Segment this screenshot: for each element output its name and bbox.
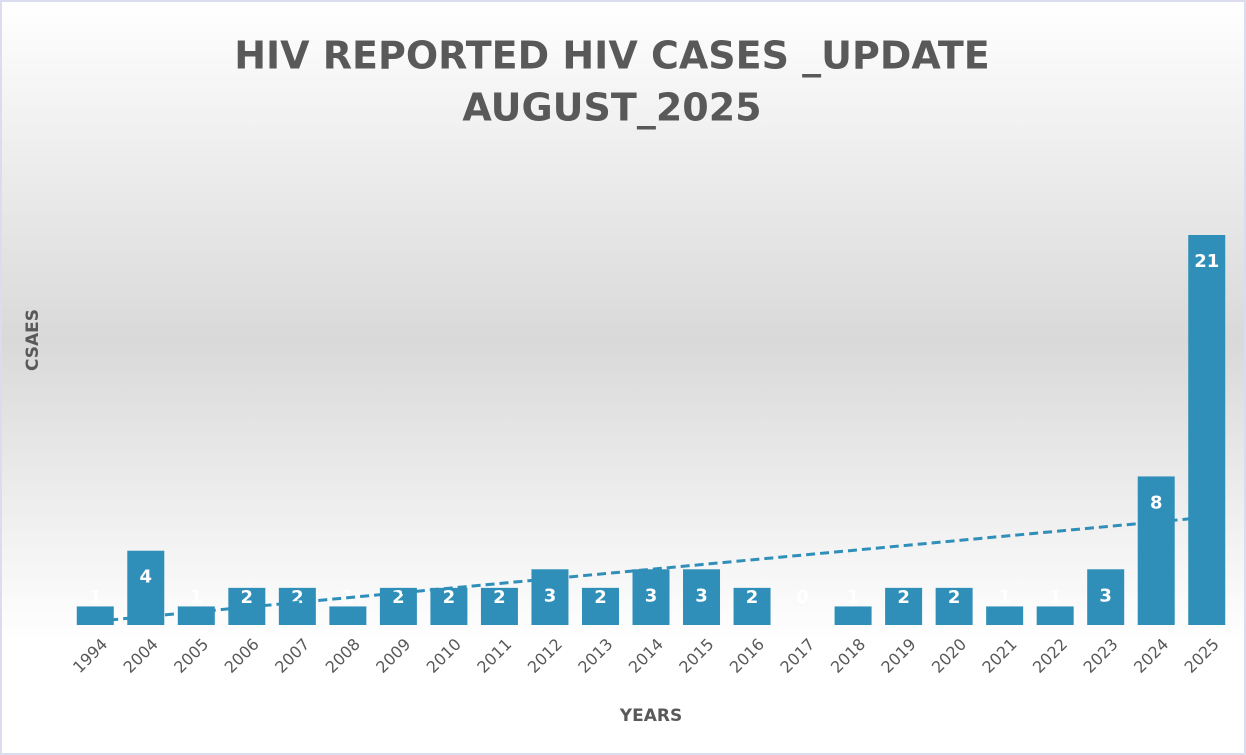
chart-title: HIV REPORTED HIV CASES _UPDATE — [234, 34, 990, 78]
x-axis-title: YEARS — [619, 706, 682, 726]
data-label: 8 — [1150, 492, 1163, 513]
data-label: 1 — [847, 587, 860, 608]
bar — [278, 587, 316, 625]
data-label: 1 — [998, 587, 1011, 608]
bar — [935, 587, 973, 625]
bar — [885, 587, 923, 625]
bar — [480, 587, 518, 625]
data-label: 21 — [1194, 251, 1219, 272]
y-axis-title: CSAES — [23, 309, 43, 371]
bar — [1137, 476, 1175, 625]
bar — [834, 606, 872, 625]
data-label: 3 — [544, 585, 557, 606]
data-label: 0 — [796, 587, 809, 608]
data-label: 4 — [140, 567, 153, 588]
data-label: 1 — [1049, 587, 1062, 608]
data-label: 3 — [1099, 585, 1112, 606]
chart-subtitle: AUGUST_2025 — [462, 86, 761, 130]
bar — [177, 606, 215, 625]
data-label: 3 — [645, 585, 658, 606]
data-label: 2 — [241, 587, 254, 608]
bar — [379, 587, 417, 625]
data-label: 2 — [746, 587, 759, 608]
bar — [430, 587, 468, 625]
data-label: 2 — [493, 587, 506, 608]
bar — [127, 550, 165, 625]
data-label: 2 — [392, 587, 405, 608]
bar — [1036, 606, 1074, 625]
bar — [733, 587, 771, 625]
data-label: 2 — [948, 587, 961, 608]
data-label: 1 — [89, 587, 102, 608]
data-label: 2 — [443, 587, 456, 608]
trendline — [95, 515, 1207, 623]
bar — [632, 569, 670, 625]
bar — [228, 587, 266, 625]
bar — [76, 606, 114, 625]
bar — [683, 569, 721, 625]
data-label: 2 — [291, 587, 304, 608]
bar — [1087, 569, 1125, 625]
data-label: 1 — [190, 587, 203, 608]
data-label: 3 — [695, 585, 708, 606]
bar — [581, 587, 619, 625]
data-label: 2 — [594, 587, 607, 608]
bar — [329, 606, 367, 625]
bar — [986, 606, 1024, 625]
data-label: 2 — [897, 587, 910, 608]
bar — [1188, 235, 1226, 625]
